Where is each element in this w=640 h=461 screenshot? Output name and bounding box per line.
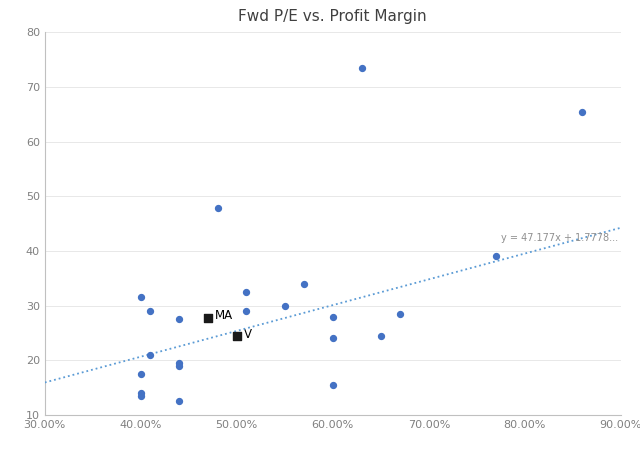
Point [376, 332, 386, 339]
Point [174, 315, 184, 323]
Text: MA: MA [214, 309, 233, 322]
Text: y = 47.177x + 1.7778...: y = 47.177x + 1.7778... [500, 233, 618, 242]
Point [328, 381, 338, 389]
Point [174, 359, 184, 366]
Point [491, 253, 501, 260]
Point [280, 302, 290, 309]
Point [328, 313, 338, 320]
Point [174, 362, 184, 369]
Point [145, 307, 156, 315]
Point [136, 390, 146, 397]
Point [145, 351, 156, 359]
Point [395, 310, 405, 318]
Point [136, 392, 146, 399]
Point [299, 280, 309, 287]
Point [577, 108, 588, 115]
Point [328, 335, 338, 342]
Point [232, 332, 242, 339]
Point [241, 307, 252, 315]
Point [174, 397, 184, 405]
Point [212, 205, 223, 212]
Point [136, 370, 146, 378]
Point [241, 288, 252, 296]
Title: Fwd P/E vs. Profit Margin: Fwd P/E vs. Profit Margin [239, 9, 427, 24]
Point [203, 314, 213, 321]
Point [136, 294, 146, 301]
Point [356, 64, 367, 71]
Text: V: V [244, 327, 252, 341]
